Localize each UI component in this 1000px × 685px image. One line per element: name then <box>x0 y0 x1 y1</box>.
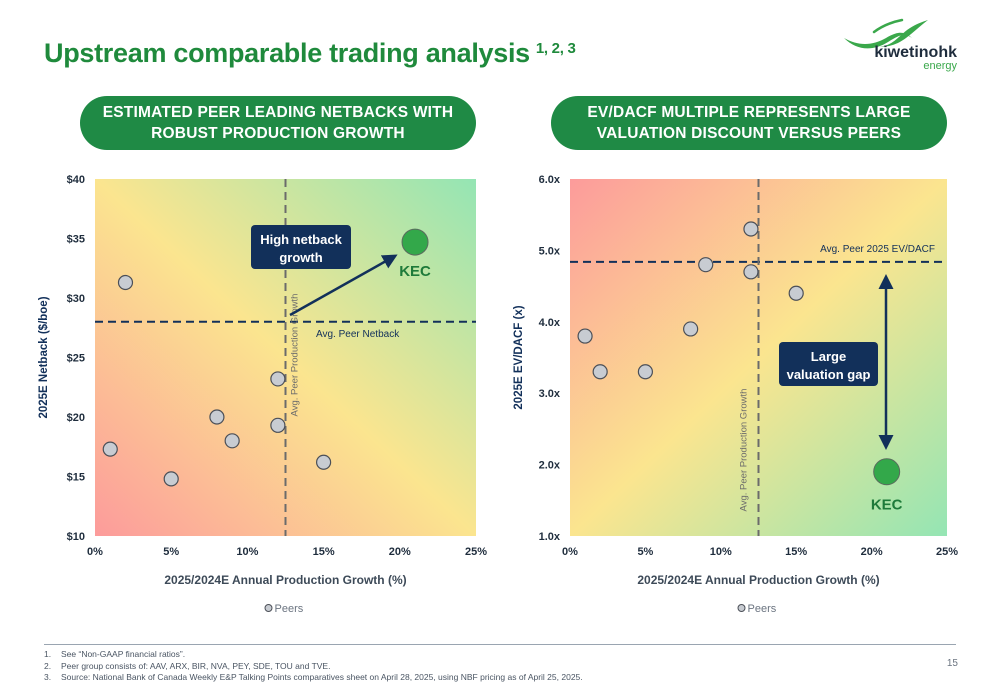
callout-box <box>251 225 351 269</box>
y-axis-title: 2025E EV/DACF (x) <box>513 305 525 409</box>
x-tick-label: 0% <box>562 546 578 558</box>
footer-divider <box>44 644 956 645</box>
peer-data-point <box>102 441 118 457</box>
right-chart-headline: EV/DACF MULTIPLE REPRESENTS LARGE VALUAT… <box>551 96 947 150</box>
footnote-3: 3. Source: National Bank of Canada Weekly… <box>44 672 583 682</box>
footnotes: 1. See “Non-GAAP financial ratios”. 2. Pee… <box>44 649 583 684</box>
y-tick-label: 3.0x <box>539 388 561 400</box>
avg-growth-reference-label: Avg. Peer Production Growth <box>290 294 301 417</box>
netback-vs-growth-chart: $10 $15 $20 $25 $30 $35 $40 0% 5% 10% 15% 20% 25% 202… <box>38 174 487 615</box>
y-tick-label: $25 <box>67 353 85 365</box>
x-tick-label: 5% <box>163 546 179 558</box>
peer-data-point <box>683 321 699 337</box>
peer-data-point <box>698 257 714 273</box>
kiwetinohk-logo <box>844 18 928 49</box>
avg-reference-label: Avg. Peer Netback <box>316 329 400 340</box>
peer-data-point <box>592 364 608 380</box>
peer-data-point <box>577 328 593 344</box>
peer-data-point <box>743 221 759 237</box>
callout-text: Large <box>811 349 846 364</box>
x-tick-label: 25% <box>465 546 487 558</box>
x-tick-label: 15% <box>785 546 807 558</box>
peer-data-point <box>788 285 804 301</box>
footnote-1: 1. See “Non-GAAP financial ratios”. <box>44 649 186 659</box>
footnote-2: 2. Peer group consists of: AAV, ARX, BIR,… <box>44 660 331 671</box>
callout-arrow <box>289 254 398 317</box>
page-title: Upstream comparable trading analysis 1, 2… <box>44 38 576 69</box>
x-tick-label: 25% <box>936 546 958 558</box>
y-tick-label: 4.0x <box>539 317 561 329</box>
page-number: 15 <box>946 658 958 669</box>
peer-data-point <box>209 409 225 425</box>
left-chart-headline: ESTIMATED PEER LEADING NETBACKS WITH ROB… <box>80 96 476 150</box>
kec-label: KEC <box>871 497 903 514</box>
kec-data-point <box>873 458 901 486</box>
page-title-text: Upstream comparable trading analysis <box>44 38 530 68</box>
peer-data-point <box>270 371 286 387</box>
callout-text: growth <box>279 250 322 265</box>
avg-reference-label: Avg. Peer 2025 EV/DACF <box>820 244 935 255</box>
logo-wordmark: kiwetinohk <box>874 44 957 61</box>
kec-label: KEC <box>399 263 431 280</box>
kec-data-point <box>401 228 429 256</box>
callout-text: High netback <box>260 232 342 247</box>
y-tick-label: $10 <box>67 531 85 543</box>
x-axis-title: 2025/2024E Annual Production Growth (%) <box>637 573 879 587</box>
legend-marker-peers <box>737 604 746 612</box>
peer-data-point <box>637 364 653 380</box>
left-headline-line-1: ESTIMATED PEER LEADING NETBACKS WITH <box>102 104 454 121</box>
right-headline-line-1: EV/DACF MULTIPLE REPRESENTS LARGE <box>587 104 911 121</box>
legend-label-peers: Peers <box>748 603 777 615</box>
x-tick-label: 20% <box>389 546 411 558</box>
logo-subtext: energy <box>923 60 957 72</box>
peer-data-point <box>270 417 286 433</box>
x-tick-label: 0% <box>87 546 103 558</box>
left-headline-line-2: ROBUST PRODUCTION GROWTH <box>151 125 405 142</box>
y-tick-label: $35 <box>67 234 85 246</box>
y-axis-title: 2025E Netback ($/boe) <box>38 296 50 418</box>
y-tick-label: $30 <box>67 293 85 305</box>
y-tick-label: $15 <box>67 472 85 484</box>
callout-text: valuation gap <box>787 367 871 382</box>
legend-label-peers: Peers <box>275 603 304 615</box>
x-tick-label: 5% <box>637 546 653 558</box>
x-tick-label: 20% <box>861 546 883 558</box>
title-footnote-refs: 1, 2, 3 <box>535 40 576 57</box>
callout-box <box>779 342 878 386</box>
legend-marker-peers <box>264 604 273 612</box>
peer-data-point <box>163 471 179 487</box>
y-tick-label: 1.0x <box>539 531 561 543</box>
x-tick-label: 10% <box>236 546 258 558</box>
peer-data-point <box>743 264 759 280</box>
avg-growth-reference-label: Avg. Peer Production Growth <box>739 389 750 512</box>
x-tick-label: 10% <box>710 546 732 558</box>
peer-data-point <box>117 274 134 291</box>
ev-dacf-vs-growth-chart: 1.0x 2.0x 3.0x 4.0x 5.0x 6.0x 0% 5% 10% 15% 20% 25%… <box>513 174 958 615</box>
x-tick-label: 15% <box>313 546 335 558</box>
y-tick-label: 6.0x <box>539 174 561 186</box>
peer-data-point <box>224 433 240 449</box>
y-tick-label: $40 <box>67 174 85 186</box>
peer-data-point <box>316 454 332 470</box>
y-tick-label: 2.0x <box>539 460 561 472</box>
right-headline-line-2: VALUATION DISCOUNT VERSUS PEERS <box>596 125 902 142</box>
y-tick-label: 5.0x <box>539 245 561 257</box>
x-axis-title: 2025/2024E Annual Production Growth (%) <box>164 573 406 587</box>
y-tick-label: $20 <box>67 412 85 424</box>
